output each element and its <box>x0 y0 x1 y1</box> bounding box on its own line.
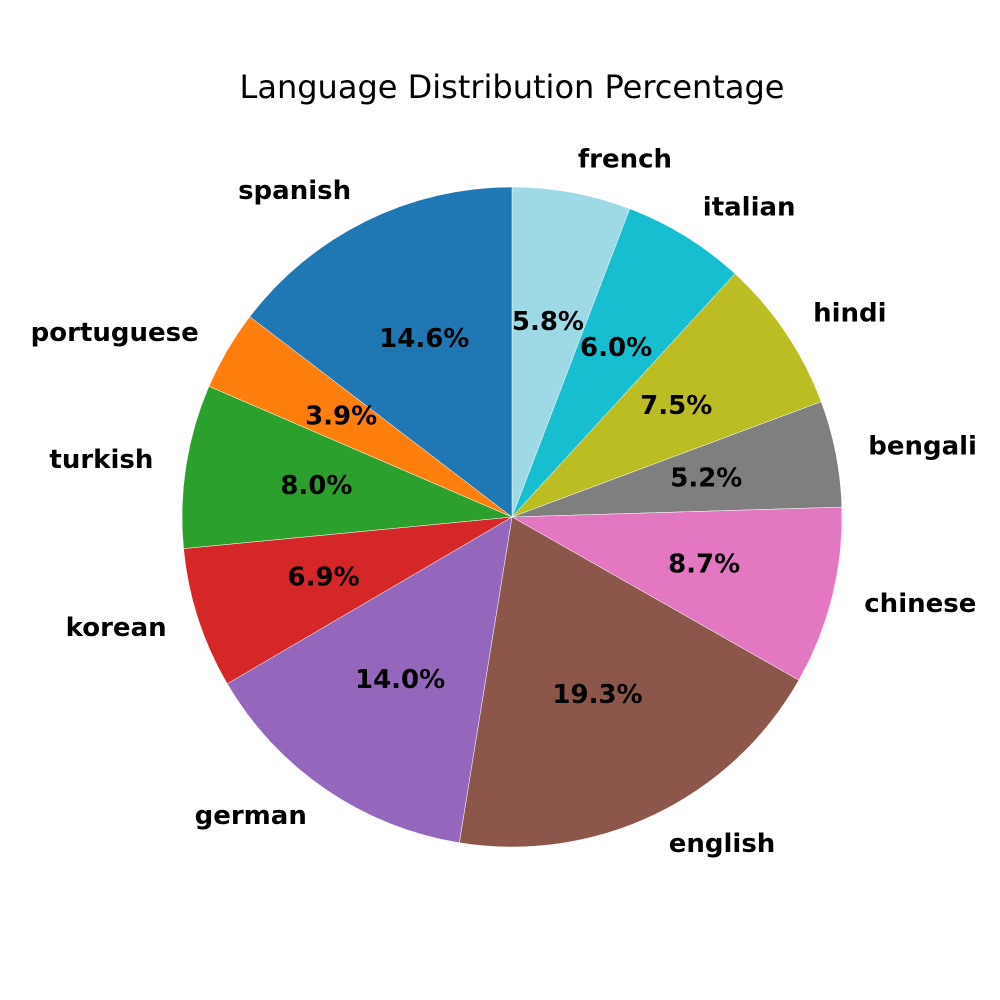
pct-label-german: 14.0% <box>355 665 445 695</box>
slice-label-portuguese: portuguese <box>31 318 199 348</box>
slice-label-spanish: spanish <box>238 176 351 206</box>
pct-label-hindi: 7.5% <box>640 391 712 421</box>
pie-slice-turkish <box>181 385 513 549</box>
slice-label-italian: italian <box>703 193 796 223</box>
pie-slice-chinese <box>511 506 843 681</box>
pie-slice-korean <box>183 516 513 685</box>
pct-label-korean: 6.9% <box>288 562 360 592</box>
slice-label-hindi: hindi <box>813 299 886 329</box>
pie-slices <box>181 186 843 848</box>
pct-label-english: 19.3% <box>552 680 642 710</box>
pct-label-chinese: 8.7% <box>668 549 740 579</box>
pct-label-portuguese: 3.9% <box>305 401 377 431</box>
pct-label-bengali: 5.2% <box>670 463 742 493</box>
pie-slice-english <box>459 516 800 848</box>
slice-label-bengali: bengali <box>868 432 977 462</box>
chart-title: Language Distribution Percentage <box>240 68 785 106</box>
slice-label-french: french <box>578 145 672 175</box>
pct-label-turkish: 8.0% <box>280 471 352 501</box>
slice-label-german: german <box>195 801 307 831</box>
pct-label-italian: 6.0% <box>580 333 652 363</box>
pie-slice-spanish <box>249 186 513 518</box>
pie-slice-hindi <box>511 273 822 518</box>
slice-label-korean: korean <box>66 613 167 643</box>
pct-label-spanish: 14.6% <box>379 324 469 354</box>
slice-label-turkish: turkish <box>49 445 153 475</box>
pie-slice-italian <box>511 208 736 518</box>
slice-label-english: english <box>669 829 776 859</box>
pct-label-french: 5.8% <box>512 307 584 337</box>
pie-slice-german <box>226 516 513 844</box>
pie-labels: french 5.8% italian 6.0% hindi 7.5% bengali 5.2… <box>31 145 977 859</box>
slice-label-chinese: chinese <box>864 589 976 619</box>
